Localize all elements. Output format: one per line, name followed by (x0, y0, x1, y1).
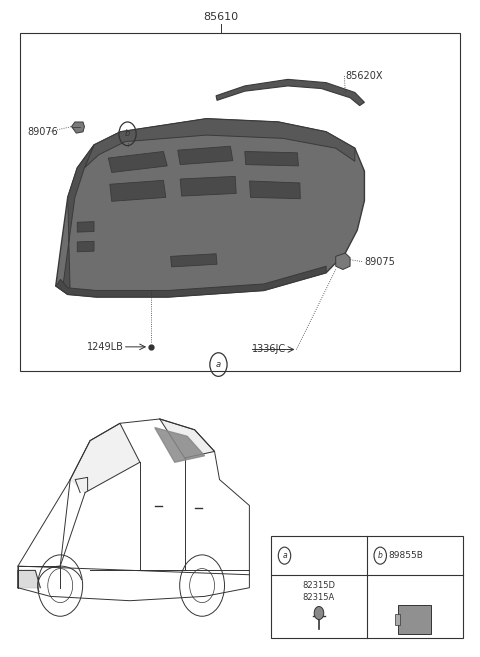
Polygon shape (178, 147, 233, 165)
Polygon shape (180, 176, 236, 196)
FancyBboxPatch shape (20, 34, 460, 371)
Polygon shape (170, 254, 217, 267)
Polygon shape (56, 145, 94, 294)
FancyBboxPatch shape (271, 536, 463, 638)
Polygon shape (245, 152, 299, 166)
Text: a: a (216, 360, 221, 369)
Text: 89075: 89075 (364, 257, 396, 267)
Polygon shape (84, 119, 355, 168)
Polygon shape (70, 423, 140, 493)
Text: 85620X: 85620X (345, 71, 383, 81)
Text: 89855B: 89855B (389, 551, 424, 560)
Text: b: b (125, 129, 130, 138)
Polygon shape (160, 419, 215, 458)
Text: a: a (282, 551, 287, 560)
Polygon shape (250, 181, 300, 198)
Text: 85610: 85610 (204, 12, 239, 22)
Circle shape (314, 606, 324, 620)
Polygon shape (56, 266, 326, 297)
Polygon shape (56, 119, 364, 297)
Text: 82315D
82315A: 82315D 82315A (302, 581, 336, 602)
Polygon shape (216, 79, 364, 106)
Polygon shape (336, 253, 350, 269)
Text: b: b (378, 551, 383, 560)
Text: 89076: 89076 (27, 127, 58, 137)
Polygon shape (108, 152, 167, 173)
Polygon shape (110, 180, 166, 201)
FancyBboxPatch shape (398, 605, 431, 634)
Polygon shape (38, 566, 83, 605)
Polygon shape (72, 122, 84, 133)
Polygon shape (155, 428, 204, 463)
Polygon shape (18, 570, 40, 588)
Polygon shape (77, 221, 94, 232)
FancyBboxPatch shape (395, 614, 400, 625)
Polygon shape (77, 241, 94, 252)
Text: 1249LB: 1249LB (87, 342, 124, 352)
Text: 1336JC: 1336JC (252, 344, 286, 355)
